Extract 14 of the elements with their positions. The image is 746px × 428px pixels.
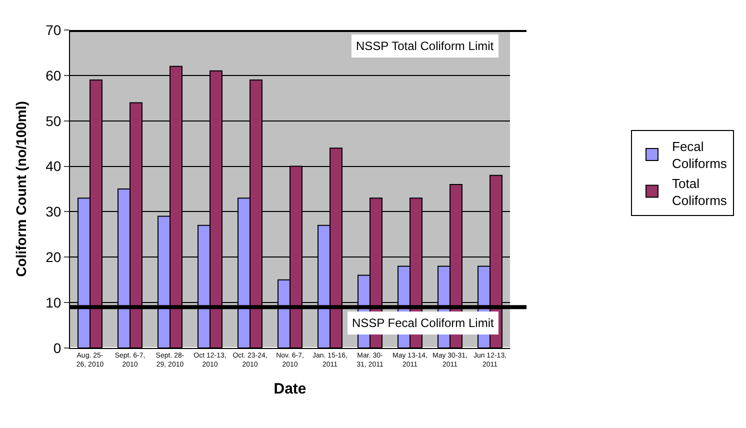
ref-line-label: NSSP Fecal Coliform Limit [352, 316, 494, 330]
y-tick-label: 30 [46, 204, 62, 220]
y-axis-title: Coliform Count (no/100ml) [13, 101, 30, 277]
legend-label: Total Coliforms [672, 176, 728, 208]
y-tick-label: 60 [46, 67, 62, 84]
y-tick-label: 40 [46, 158, 62, 174]
x-axis-title: Date [274, 380, 306, 398]
y-tick-label: 0 [53, 340, 62, 356]
legend-label: Fecal Coliforms [672, 139, 728, 172]
y-tick-label: 20 [46, 249, 62, 266]
ref-line-label: NSSP Total Coliform Limit [356, 39, 494, 53]
y-tick-label: 70 [46, 22, 62, 38]
y-tick-label: 10 [46, 294, 62, 310]
y-tick-label: 50 [46, 112, 62, 129]
